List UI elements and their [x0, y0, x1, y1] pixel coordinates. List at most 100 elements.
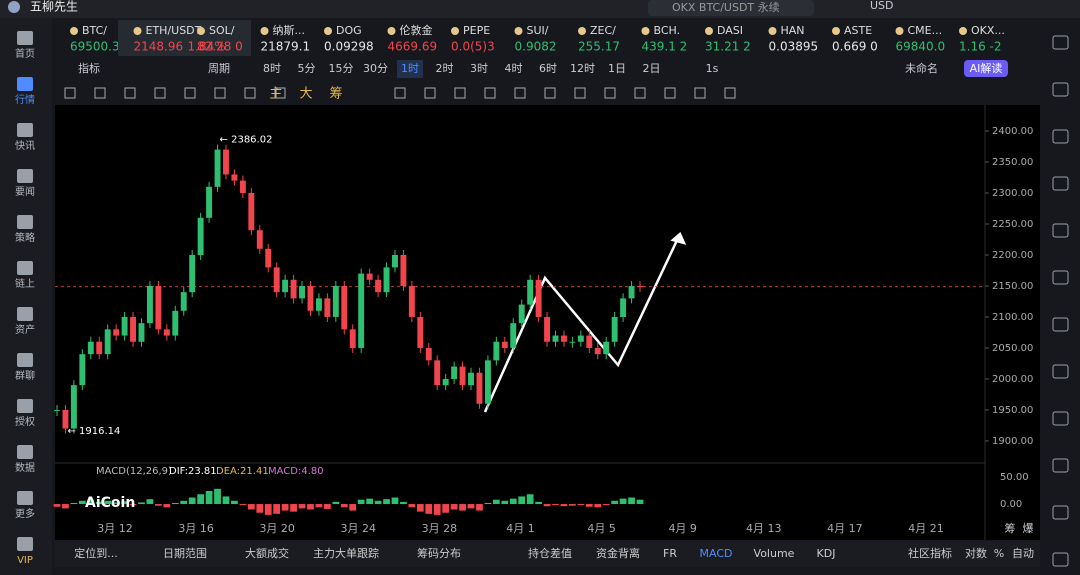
tool-icon[interactable] [64, 87, 76, 99]
side-icon[interactable] [1052, 411, 1069, 426]
ticker-price[interactable]: 69840.0 [896, 40, 946, 54]
nav-label[interactable]: 行情 [15, 93, 35, 106]
period-btn[interactable]: 周期 [208, 62, 230, 75]
ticker-price[interactable]: 82.28 0 [197, 40, 243, 54]
layout-name[interactable]: 未命名 [905, 61, 938, 75]
side-icon[interactable] [1052, 176, 1069, 191]
tool-icon[interactable] [124, 87, 136, 99]
ticker-name[interactable]: DASI [717, 24, 743, 37]
bottom-tab[interactable]: 自动 [1012, 547, 1034, 560]
tool-icon[interactable] [154, 87, 166, 99]
bottom-tab[interactable]: FR [663, 547, 677, 560]
ticker-price[interactable]: 0.9082 [515, 40, 557, 54]
ticker-name[interactable]: BTC/ [82, 24, 107, 37]
bottom-tab[interactable]: 主力大单跟踪 [313, 546, 379, 560]
nav-label[interactable]: 资产 [15, 323, 35, 336]
tool-icon[interactable] [94, 87, 106, 99]
ai-btn[interactable]: AI解读 [970, 61, 1003, 75]
tool-icon[interactable] [274, 87, 286, 99]
bottom-tab[interactable]: 定位到... [74, 546, 118, 560]
ticker-price[interactable]: 0.0(5)3 [451, 40, 495, 54]
tool-icon[interactable] [514, 87, 526, 99]
tool-icon[interactable] [604, 87, 616, 99]
side-icon[interactable] [1052, 82, 1069, 97]
ticker-price[interactable]: 0.669 0 [832, 40, 878, 54]
seconds-btn[interactable]: 1s [706, 62, 719, 75]
tool-icon[interactable] [724, 87, 736, 99]
nav-icon[interactable] [17, 491, 33, 505]
side-icon[interactable] [1052, 35, 1069, 50]
ticker-name[interactable]: 纳斯... [273, 24, 306, 37]
interval[interactable]: 15分 [329, 62, 354, 75]
ticker-name[interactable]: SUI/ [527, 24, 549, 37]
ticker-price[interactable]: 69500.3 [70, 40, 120, 54]
interval[interactable]: 4时 [505, 62, 523, 75]
nav-label[interactable]: 更多 [15, 507, 35, 520]
ticker-name[interactable]: HAN [781, 24, 805, 37]
ticker-name[interactable]: OKX... [971, 24, 1005, 37]
ticker-price[interactable]: 0.09298 [324, 40, 374, 54]
tool-icon[interactable] [454, 87, 466, 99]
nav-icon[interactable] [17, 399, 33, 413]
bottom-tab[interactable]: KDJ [817, 547, 836, 560]
bottom-tab[interactable]: 社区指标 [908, 546, 952, 560]
interval[interactable]: 3时 [470, 62, 488, 75]
nav-label[interactable]: 首页 [15, 47, 35, 60]
interval[interactable]: 2时 [436, 62, 454, 75]
tool-icon[interactable] [634, 87, 646, 99]
draw-tool[interactable]: 大 [299, 87, 312, 102]
ticker-name[interactable]: ASTE [844, 24, 872, 37]
nav-label[interactable]: 授权 [15, 415, 35, 428]
currency[interactable]: USD [870, 0, 894, 12]
bottom-tab[interactable]: % [994, 547, 1004, 560]
draw-tool[interactable]: 筹 [329, 86, 342, 102]
interval[interactable]: 8时 [263, 62, 281, 75]
nav-label[interactable]: 快讯 [15, 140, 35, 152]
bottom-tab[interactable]: 日期范围 [163, 546, 207, 560]
bottom-tab[interactable]: 筹码分布 [417, 546, 461, 560]
side-icon[interactable] [1052, 458, 1069, 473]
side-icon[interactable] [1052, 552, 1069, 567]
bottom-tab[interactable]: Volume [754, 547, 795, 560]
ticker-name[interactable]: SOL/ [209, 24, 235, 37]
x-corner[interactable]: 筹 [1005, 521, 1016, 535]
bottom-tab[interactable]: 大额成交 [245, 546, 289, 560]
tool-icon[interactable] [184, 87, 196, 99]
tool-icon[interactable] [394, 87, 406, 99]
ticker-price[interactable]: 1.16 -2 [959, 40, 1002, 54]
bottom-tab[interactable]: 资金背离 [596, 546, 640, 560]
interval[interactable]: 6时 [539, 62, 557, 75]
side-icon[interactable] [1052, 223, 1069, 238]
tool-icon[interactable] [214, 87, 226, 99]
bottom-tab[interactable]: MACD [700, 547, 733, 560]
nav-icon[interactable] [17, 123, 33, 137]
ticker-name[interactable]: DOG [336, 24, 362, 37]
nav-icon[interactable] [17, 261, 33, 275]
search-box[interactable] [648, 0, 814, 16]
nav-icon[interactable] [17, 307, 33, 321]
interval[interactable]: 1日 [608, 62, 626, 75]
interval[interactable]: 5分 [298, 62, 316, 75]
tool-icon[interactable] [484, 87, 496, 99]
side-icon[interactable] [1052, 317, 1069, 332]
nav-icon[interactable] [17, 445, 33, 459]
ticker-name[interactable]: ETH/USDT [146, 24, 202, 37]
nav-icon[interactable] [17, 169, 33, 183]
ticker-price[interactable]: 0.03895 [769, 40, 819, 54]
tool-icon[interactable] [544, 87, 556, 99]
x-corner[interactable]: 爆 [1023, 521, 1034, 535]
ticker-price[interactable]: 255.17 [578, 40, 620, 54]
side-icon[interactable] [1052, 364, 1069, 379]
tool-icon[interactable] [574, 87, 586, 99]
tool-icon[interactable] [424, 87, 436, 99]
draw-tool[interactable]: 主 [269, 87, 282, 102]
tool-icon[interactable] [694, 87, 706, 99]
ai-btn-bg[interactable] [964, 60, 1008, 77]
nav-label[interactable]: 策略 [15, 231, 35, 244]
nav-label[interactable]: VIP [17, 555, 33, 566]
nav-label[interactable]: 要闻 [15, 185, 35, 198]
tool-icon[interactable] [664, 87, 676, 99]
interval[interactable]: 2日 [643, 62, 661, 75]
ticker-name[interactable]: ZEC/ [590, 24, 616, 37]
ticker-price[interactable]: 439.1 2 [642, 40, 688, 54]
